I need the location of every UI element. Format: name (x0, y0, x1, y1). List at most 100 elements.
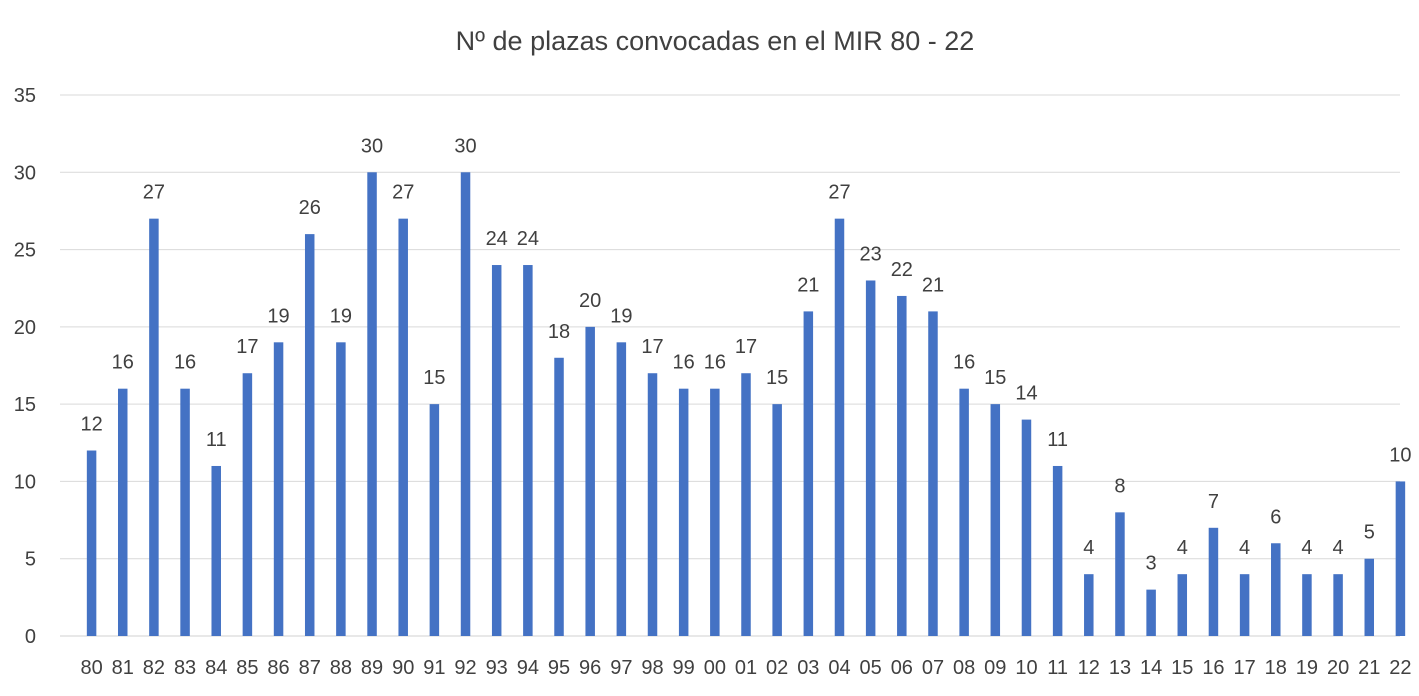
x-tick-label: 92 (454, 657, 476, 679)
bar (1115, 512, 1125, 636)
bar (554, 357, 564, 636)
bars (86, 172, 1406, 637)
data-label: 16 (953, 352, 975, 374)
bar (678, 388, 689, 636)
x-tick-label: 22 (1389, 657, 1411, 679)
bar (616, 342, 627, 636)
bar (86, 450, 97, 636)
bar (211, 465, 221, 636)
bar (585, 326, 595, 636)
data-label: 19 (330, 305, 352, 327)
data-label: 19 (267, 305, 289, 327)
bar (897, 295, 907, 636)
x-tick-label: 06 (891, 657, 913, 679)
bar (710, 388, 720, 636)
data-label: 4 (1239, 537, 1250, 559)
data-label: 4 (1177, 537, 1188, 559)
bar (1271, 543, 1281, 636)
bar (647, 373, 658, 636)
x-tick-label: 04 (828, 657, 850, 679)
bar (336, 342, 346, 636)
data-label: 30 (361, 135, 383, 157)
bar (242, 373, 253, 636)
data-label: 4 (1333, 537, 1344, 559)
data-labels: 12 16 27 16 11 17 19 26 19 30 27 15 30 24 24 18 20 19 17 16… (80, 135, 1411, 574)
x-tick-label: 90 (392, 657, 414, 679)
data-label: 5 (1364, 522, 1375, 544)
bar (180, 388, 190, 636)
data-label: 7 (1208, 491, 1219, 513)
data-label: 17 (236, 336, 258, 358)
y-tick-label: 35 (14, 85, 36, 107)
x-tick-label: 03 (797, 657, 819, 679)
data-label: 27 (392, 182, 414, 204)
bar (149, 218, 159, 636)
data-label: 11 (206, 429, 227, 451)
bar (491, 265, 502, 636)
data-label: 22 (891, 259, 913, 281)
x-tick-label: 81 (112, 657, 134, 679)
data-label: 21 (922, 274, 944, 296)
data-label: 10 (1389, 444, 1411, 466)
x-tick-label: 16 (1202, 657, 1224, 679)
data-label: 16 (174, 352, 196, 374)
data-label: 26 (299, 197, 321, 219)
x-tick-label: 95 (548, 657, 570, 679)
x-tick-label: 86 (267, 657, 289, 679)
data-label: 15 (766, 367, 788, 389)
data-label: 3 (1146, 553, 1157, 575)
data-label: 15 (984, 367, 1006, 389)
bar (429, 404, 440, 636)
bar (865, 280, 876, 636)
data-label: 18 (548, 321, 570, 343)
data-label: 17 (641, 336, 663, 358)
data-label: 19 (610, 305, 632, 327)
x-tick-label: 05 (860, 657, 882, 679)
x-tick-label: 87 (299, 657, 321, 679)
x-tick-label: 94 (517, 657, 539, 679)
data-label: 6 (1270, 506, 1281, 528)
data-label: 14 (1015, 383, 1037, 405)
data-label: 12 (80, 414, 102, 436)
gridlines (60, 94, 1400, 637)
x-tick-label: 02 (766, 657, 788, 679)
y-tick-label: 0 (25, 626, 36, 648)
data-label: 27 (143, 182, 165, 204)
bar (273, 342, 284, 636)
bar (741, 373, 751, 636)
bar (460, 172, 471, 637)
bar (1052, 465, 1063, 636)
data-label: 16 (112, 352, 134, 374)
x-tick-label: 89 (361, 657, 383, 679)
data-label: 8 (1114, 475, 1125, 497)
bar (1364, 558, 1375, 636)
y-tick-label: 15 (14, 394, 36, 416)
x-tick-label: 07 (922, 657, 944, 679)
data-label: 4 (1301, 537, 1312, 559)
data-label: 16 (673, 352, 695, 374)
bar (304, 234, 315, 636)
data-label: 21 (797, 274, 819, 296)
data-label: 16 (704, 352, 726, 374)
data-label: 20 (579, 290, 601, 312)
y-tick-label: 30 (14, 162, 36, 184)
y-tick-label: 10 (14, 471, 36, 493)
bar (772, 404, 782, 636)
x-tick-label: 20 (1327, 657, 1349, 679)
data-label: 30 (454, 135, 476, 157)
y-tick-label: 25 (14, 240, 36, 262)
x-tick-label: 17 (1233, 657, 1255, 679)
x-tick-label: 19 (1296, 657, 1318, 679)
x-tick-label: 97 (610, 657, 632, 679)
bar (1333, 574, 1343, 636)
x-tick-label: 01 (735, 657, 757, 679)
x-tick-label: 98 (641, 657, 663, 679)
bar (1021, 419, 1032, 636)
bar (1177, 574, 1188, 636)
bar (928, 311, 938, 636)
bar (1395, 481, 1406, 636)
x-tick-label: 13 (1109, 657, 1131, 679)
data-label: 17 (735, 336, 757, 358)
chart-title: Nº de plazas convocadas en el MIR 80 - 2… (456, 26, 975, 56)
